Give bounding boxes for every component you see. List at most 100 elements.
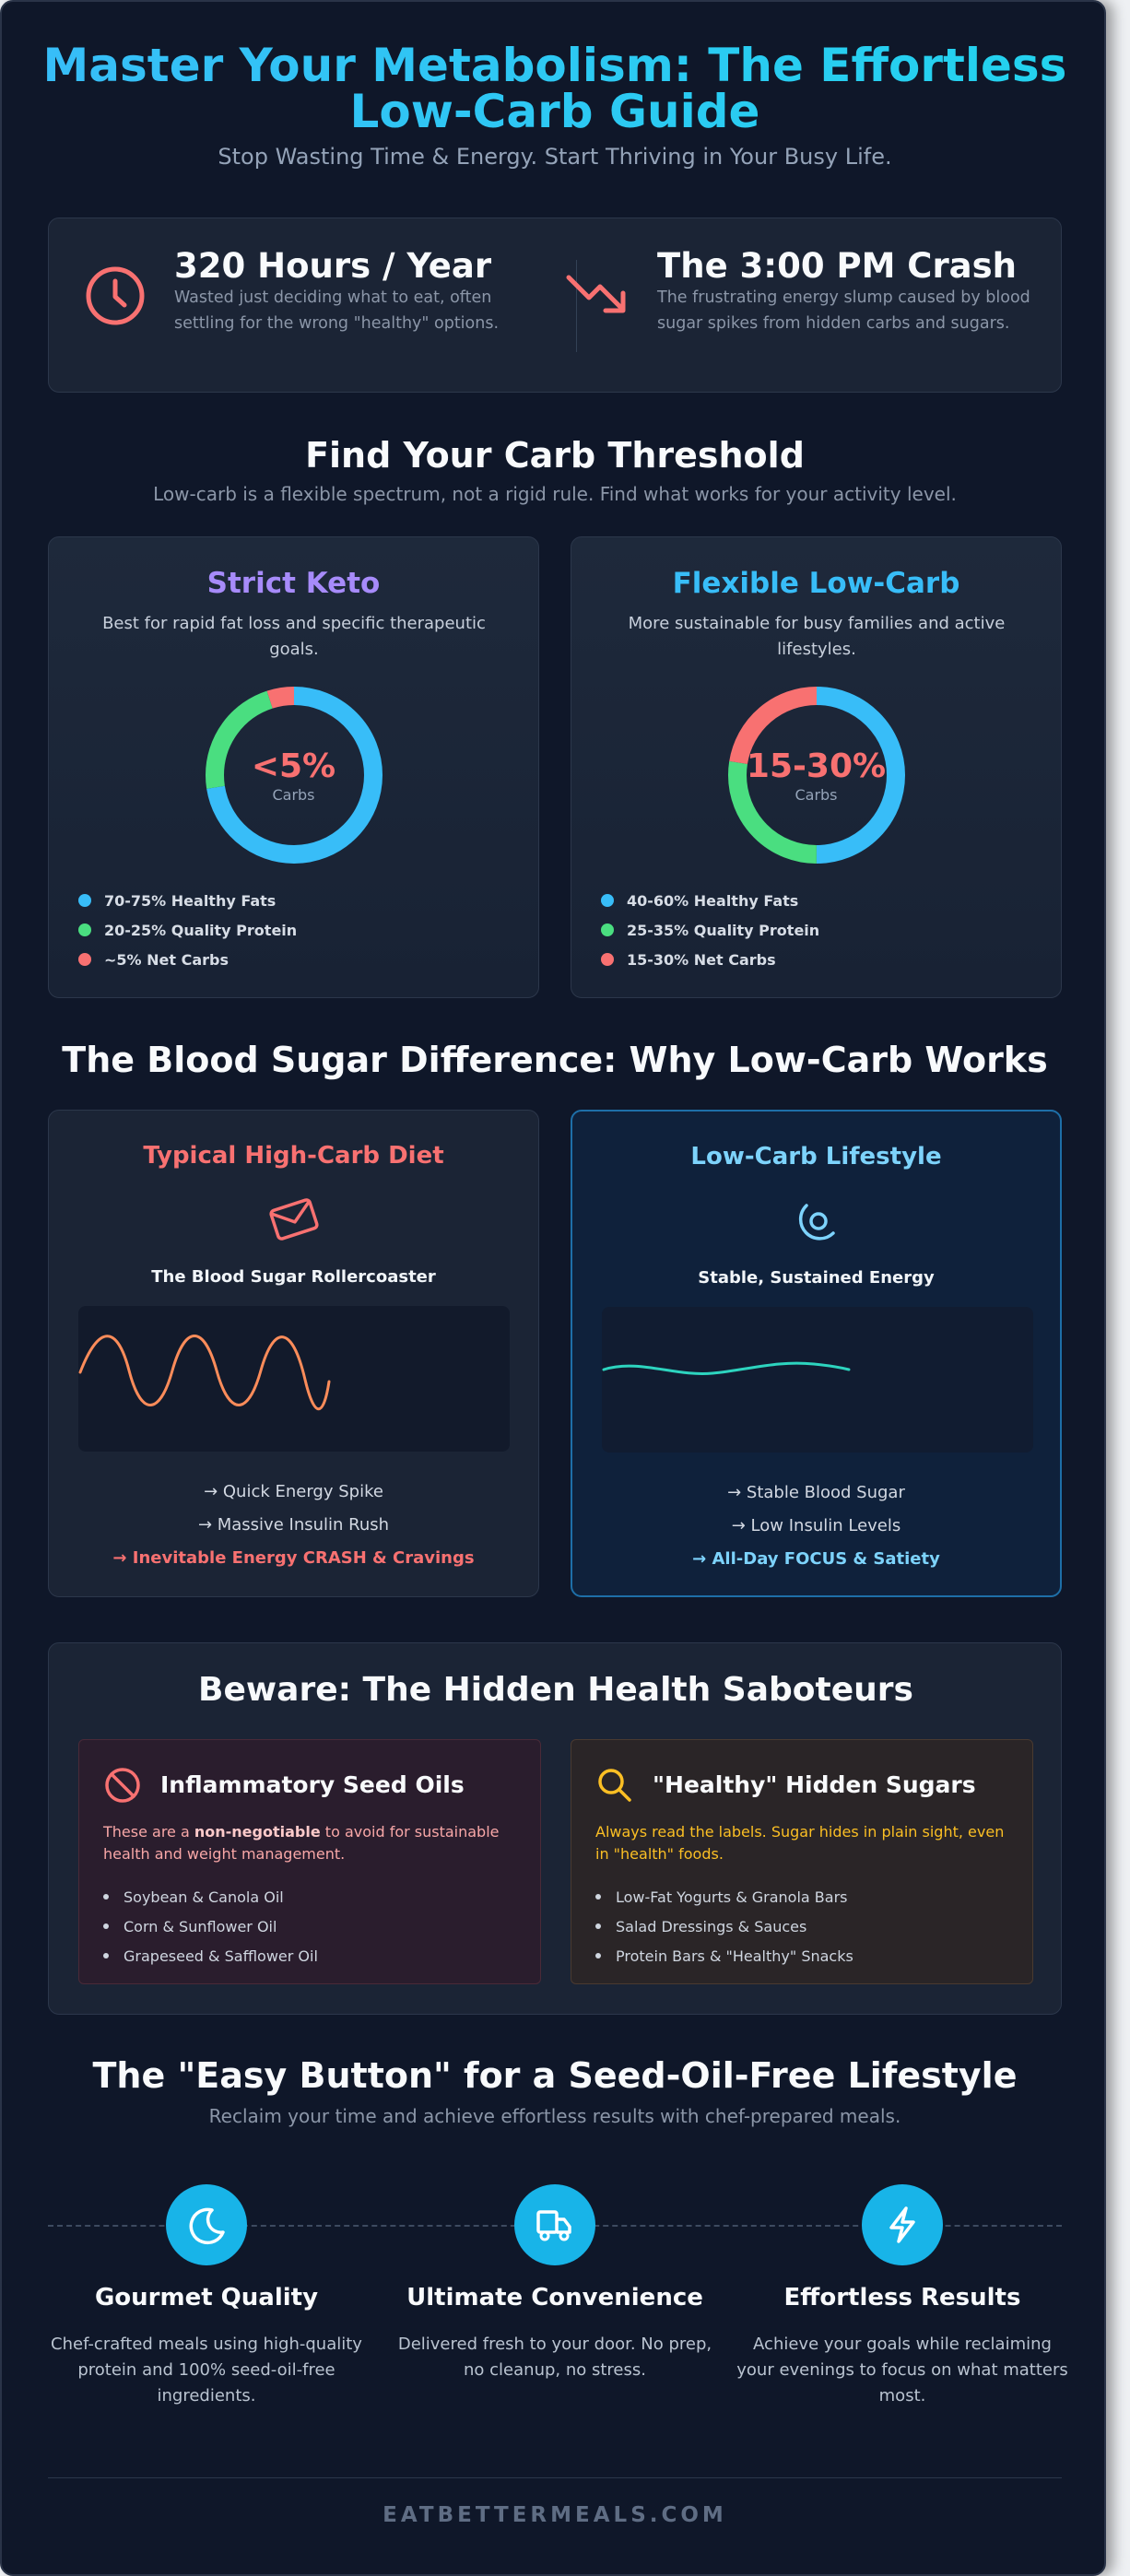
feature-text: Achieve your goals while reclaiming your… — [736, 2335, 1068, 2405]
card-title: Low-Carb Lifestyle — [690, 1143, 942, 1170]
legend-item: 15-30% Net Carbs — [601, 945, 819, 974]
panel-description: Always read the labels. Sugar hides in p… — [595, 1823, 1005, 1863]
hidden-sugars-panel: "Healthy" Hidden Sugars Always read the … — [571, 1739, 1033, 1984]
search-icon — [598, 1769, 631, 1802]
legend-item: 70-75% Healthy Fats — [78, 886, 297, 915]
desc-text: These are a — [103, 1823, 194, 1841]
delivery-truck-icon — [536, 2210, 571, 2241]
panel-title: "Healthy" Hidden Sugars — [653, 1771, 976, 1798]
desc-text: to avoid for sustainable health and weig… — [103, 1823, 500, 1863]
page-subtitle: Stop Wasting Time & Energy. Start Thrivi… — [218, 144, 892, 170]
page-title: Master Your Metabolism: The Effortless L… — [2, 42, 1104, 135]
outcome-line: → Quick Energy Spike — [204, 1482, 383, 1501]
feature-ultimate-convenience: Ultimate Convenience Delivered fresh to … — [389, 2284, 721, 2383]
list-item: Salad Dressings & Sauces — [595, 1911, 1010, 1941]
easy-button-subtitle: Reclaim your time and achieve effortless… — [208, 2105, 901, 2127]
donut-label: Carbs — [795, 786, 838, 804]
outcome-line: → Stable Blood Sugar — [727, 1483, 905, 1502]
card-description: More sustainable for busy families and a… — [628, 614, 1006, 659]
donut-segment — [728, 687, 905, 864]
outcome-emphasis: → Inevitable Energy CRASH & Cravings — [112, 1548, 475, 1568]
legend-item: 25-35% Quality Protein — [601, 915, 819, 945]
donut-value: <5% — [251, 747, 336, 785]
card-title: Flexible Low-Carb — [672, 567, 960, 600]
sugar-list: Low-Fat Yogurts & Granola Bars Salad Dre… — [595, 1882, 1010, 1970]
legend-item: 40-60% Healthy Fats — [601, 886, 819, 915]
donut-label: Carbs — [272, 786, 315, 804]
oil-list: Soybean & Canola Oil Corn & Sunflower Oi… — [103, 1882, 518, 1970]
legend-label: 20-25% Quality Protein — [104, 921, 298, 939]
list-item: Corn & Sunflower Oil — [103, 1911, 518, 1941]
low-carb-card: Low-Carb Lifestyle Stable, Sustained Ene… — [571, 1110, 1062, 1597]
donut-segment — [206, 687, 383, 864]
outcome-line: → Low Insulin Levels — [731, 1516, 901, 1535]
legend-dot — [601, 894, 614, 907]
easy-button-title: The "Easy Button" for a Seed-Oil-Free Li… — [92, 2055, 1018, 2096]
lightning-icon — [889, 2206, 915, 2243]
threshold-subtitle: Low-carb is a flexible spectrum, not a r… — [153, 483, 957, 505]
macro-donut-chart — [728, 687, 905, 864]
feature-title: Gourmet Quality — [94, 2284, 319, 2311]
donut-value: 15-30% — [746, 747, 887, 785]
card-title: Strict Keto — [206, 567, 381, 600]
feature-icon-wrap — [514, 2184, 595, 2265]
feature-text: Chef-crafted meals using high-quality pr… — [51, 2335, 362, 2405]
feature-text: Delivered fresh to your door. No prep, n… — [397, 2335, 712, 2380]
blood-sugar-title: The Blood Sugar Difference: Why Low-Carb… — [62, 1040, 1048, 1080]
legend-label: ~5% Net Carbs — [104, 950, 230, 969]
legend-dot — [601, 923, 614, 936]
outcome-line: → Massive Insulin Rush — [197, 1515, 390, 1535]
feature-gourmet-quality: Gourmet Quality Chef-crafted meals using… — [41, 2284, 372, 2409]
clock-icon — [86, 266, 145, 325]
trending-down-icon — [566, 275, 626, 313]
legend-item: ~5% Net Carbs — [78, 945, 297, 974]
macro-legend: 40-60% Healthy Fats 25-35% Quality Prote… — [601, 886, 819, 974]
card-title: Typical High-Carb Diet — [143, 1142, 444, 1170]
blood-sugar-graph — [78, 1306, 510, 1452]
outcome-list: → Stable Blood Sugar → Low Insulin Level… — [572, 1476, 1060, 1576]
card-description: Best for rapid fat loss and specific the… — [102, 614, 486, 659]
legend-dot — [601, 953, 614, 966]
strict-keto-card: Strict Keto Best for rapid fat loss and … — [48, 536, 539, 998]
footer-url: EATBETTERMEALS.COM — [383, 2503, 727, 2527]
card-subtitle: The Blood Sugar Rollercoaster — [151, 1267, 436, 1287]
stat-description: Wasted just deciding what to eat, often … — [174, 288, 500, 333]
high-carb-card: Typical High-Carb Diet The Blood Sugar R… — [48, 1110, 539, 1597]
steady-orbit-icon — [798, 1204, 835, 1241]
list-item: Low-Fat Yogurts & Granola Bars — [595, 1882, 1010, 1911]
flexible-low-carb-card: Flexible Low-Carb More sustainable for b… — [571, 536, 1062, 998]
legend-label: 40-60% Healthy Fats — [627, 891, 799, 910]
desc-emphasis: non-negotiable — [194, 1823, 321, 1841]
panel-title: Inflammatory Seed Oils — [160, 1771, 465, 1798]
feature-title: Effortless Results — [783, 2284, 1021, 2311]
moon-icon — [189, 2207, 225, 2245]
rollercoaster-line — [78, 1335, 331, 1411]
donut-segment — [206, 687, 383, 864]
legend-label: 70-75% Healthy Fats — [104, 891, 277, 910]
stats-card: 320 Hours / Year Wasted just deciding wh… — [48, 218, 1062, 393]
stat-description: The frustrating energy slump caused by b… — [657, 288, 1030, 333]
blood-sugar-graph — [602, 1307, 1033, 1453]
card-subtitle: Stable, Sustained Energy — [698, 1268, 935, 1288]
legend-dot — [78, 894, 91, 907]
infographic-page: Master Your Metabolism: The Effortless L… — [0, 0, 1106, 2576]
feature-effortless-results: Effortless Results Achieve your goals wh… — [736, 2284, 1068, 2409]
envelope-icon — [269, 1198, 319, 1241]
stat-headline: The 3:00 PM Crash — [657, 246, 1018, 286]
panel-description: These are a non-negotiable to avoid for … — [103, 1821, 518, 1865]
threshold-title: Find Your Carb Threshold — [305, 435, 805, 476]
list-item: Grapeseed & Safflower Oil — [103, 1941, 518, 1970]
feature-icon-wrap — [862, 2184, 943, 2265]
legend-label: 15-30% Net Carbs — [627, 950, 776, 969]
seed-oils-panel: Inflammatory Seed Oils These are a non-n… — [78, 1739, 541, 1984]
outcome-emphasis: → All-Day FOCUS & Satiety — [692, 1549, 940, 1569]
stat-headline: 320 Hours / Year — [174, 246, 492, 286]
donut-segment — [728, 687, 905, 864]
footer-divider — [48, 2477, 1062, 2478]
outcome-list: → Quick Energy Spike → Massive Insulin R… — [49, 1476, 538, 1575]
legend-dot — [78, 923, 91, 936]
legend-dot — [78, 953, 91, 966]
legend-item: 20-25% Quality Protein — [78, 915, 297, 945]
list-item: Protein Bars & "Healthy" Snacks — [595, 1941, 1010, 1970]
stable-line — [602, 1361, 851, 1376]
